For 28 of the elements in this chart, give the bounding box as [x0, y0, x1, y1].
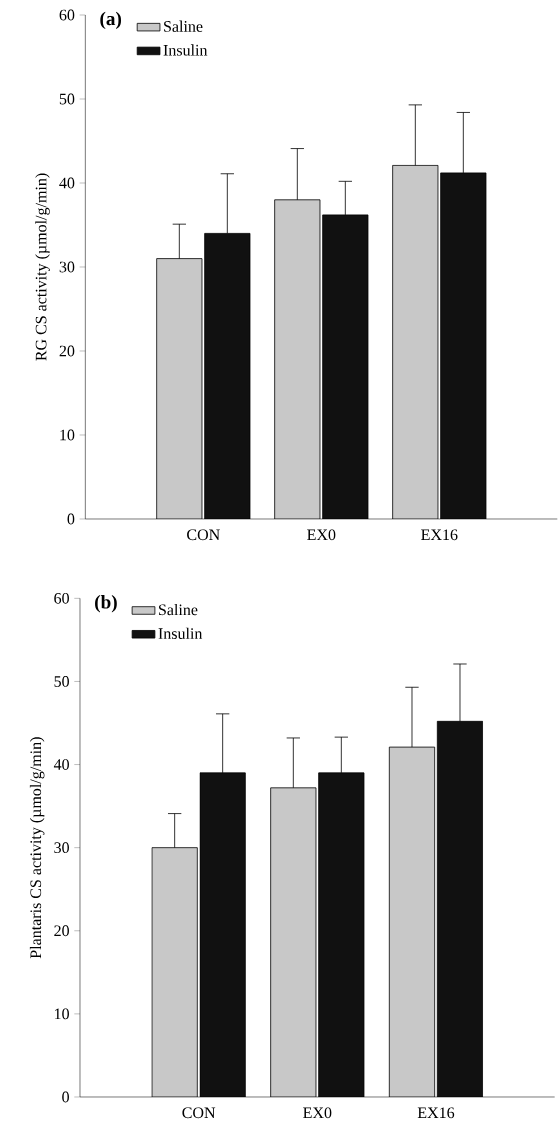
y-tick-label: 10 — [55, 1008, 69, 1020]
y-tick-label: 10 — [60, 429, 75, 441]
y-tick-label: 60 — [54, 592, 69, 604]
legend-label: Saline — [164, 20, 203, 32]
x-tick-label: EX0 — [303, 1107, 332, 1119]
y-tick-label: 0 — [62, 1091, 69, 1103]
chart-title: (b) — [95, 595, 117, 613]
y-tick-label: 40 — [53, 759, 69, 770]
chart-title: (a) — [100, 11, 122, 30]
x-tick-label: EX0 — [307, 529, 336, 541]
y-tick-label: 50 — [59, 93, 75, 105]
y-tick-label: 60 — [59, 9, 75, 21]
legend-label: Insulin — [163, 44, 208, 56]
x-tick-label: EX16 — [417, 1107, 455, 1119]
x-tick-label: EX16 — [421, 529, 458, 541]
y-tick-label: 0 — [67, 513, 75, 525]
legend-label: Saline — [159, 603, 198, 616]
x-tick-label: CON — [187, 529, 220, 541]
y-tick-label: 30 — [59, 261, 75, 273]
y-tick-label: 30 — [54, 842, 69, 854]
y-tick-label: 20 — [59, 345, 75, 357]
y-axis-title: Plantaris CS activity (µmol/g/min) — [29, 737, 45, 959]
legend-label: Insulin — [158, 627, 203, 639]
y-axis-title: RG CS activity (µmol/g/min) — [35, 173, 50, 361]
y-tick-label: 40 — [59, 177, 75, 189]
y-tick-label: 20 — [54, 925, 69, 937]
x-tick-label: CON — [182, 1107, 216, 1119]
y-tick-label: 50 — [54, 676, 69, 687]
